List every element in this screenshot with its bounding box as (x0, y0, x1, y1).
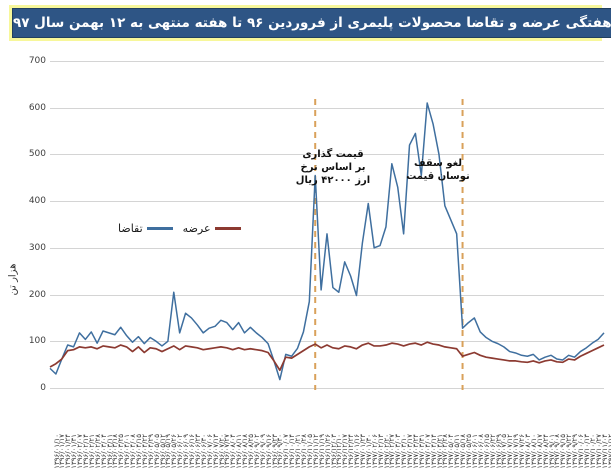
y-tick-label: 700 (28, 56, 46, 66)
chart-legend: تقاضا عرضه (118, 222, 241, 235)
series-line-demand (49, 102, 605, 381)
annotation-line: قیمت گذاری (302, 149, 364, 160)
y-tick-label: 200 (28, 289, 46, 300)
chart-svg (49, 99, 605, 390)
legend-item-supply: عرضه (183, 222, 241, 235)
gridline (50, 294, 604, 296)
x-tick-label: ۱۳۹۷/۱۱/۱۲ (606, 434, 611, 468)
legend-label-supply: عرضه (182, 222, 211, 235)
legend-swatch-supply (214, 227, 241, 230)
gridline (50, 247, 604, 249)
chart-title-banner: روند هفتگی عرضه و تقاضا محصولات پلیمری ا… (9, 5, 611, 41)
x-tick-labels: ۱۳۹۶/۰۱/۱۰ ۱۳۹۶/۰۱/۱۷ ۱۳۹۶/۰۱/۲۴ ۱۳۹۶/۰۱/۳۱… (0, 434, 611, 468)
page-title: روند هفتگی عرضه و تقاضا محصولات پلیمری ا… (13, 15, 611, 31)
legend-swatch-demand (146, 227, 173, 230)
annotation-cap-removed: لغو سقف نوسان قیمت (402, 157, 474, 183)
gridline (50, 388, 604, 389)
y-tick-label: 300 (28, 242, 46, 253)
gridline (50, 154, 604, 156)
annotation-line: لغو سقف (413, 158, 463, 169)
plot-area: هزار تن 0 100 200 300 400 500 600 700 تقاضا عرض… (0, 44, 611, 468)
y-tick-label: 100 (28, 336, 46, 347)
gridline (50, 341, 604, 343)
y-tick-label: 600 (28, 102, 46, 113)
annotation-line: ارز ۴۲۰۰۰ ریال (295, 175, 371, 186)
annotation-line: نوسان قیمت (406, 171, 470, 182)
legend-label-demand: تقاضا (118, 222, 143, 235)
event-marker-lines (314, 99, 464, 390)
y-tick-label: 500 (28, 149, 46, 160)
y-tick-label: 0 (40, 383, 46, 393)
gridline (50, 107, 604, 109)
gridline (50, 61, 604, 62)
y-tick-label: 400 (28, 196, 46, 207)
legend-item-demand: تقاضا (118, 222, 173, 235)
gridline (50, 201, 604, 203)
annotation-pricing-exchange-rate: قیمت گذاری بر اساس نرخ ارز ۴۲۰۰۰ ریال (290, 148, 376, 187)
chart-title-inner: روند هفتگی عرضه و تقاضا محصولات پلیمری ا… (12, 8, 611, 38)
annotation-line: بر اساس نرخ (300, 162, 366, 173)
series-line-supply (49, 341, 605, 372)
